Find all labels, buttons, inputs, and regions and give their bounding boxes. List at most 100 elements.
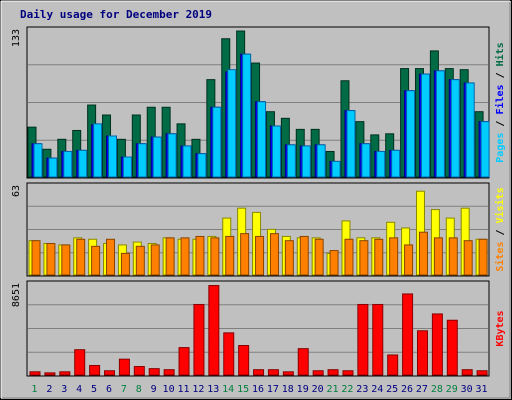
- bar-kbytes-15: [238, 344, 250, 376]
- x-tick-label-26: 26: [401, 384, 413, 395]
- bar-kbytes-2: [44, 372, 56, 376]
- bar-pages-28: [435, 70, 445, 178]
- x-tick-label-9: 9: [151, 384, 157, 395]
- bar-pages-25: [391, 149, 401, 178]
- x-tick-label-19: 19: [297, 384, 309, 395]
- bar-sites-22: [344, 238, 354, 276]
- bar-sites-19: [299, 235, 309, 276]
- bar-pages-8: [137, 143, 147, 178]
- y-max-label: 63: [11, 185, 22, 197]
- bar-kbytes-23: [357, 303, 369, 376]
- bar-sites-16: [255, 235, 265, 276]
- legend-separator: /: [495, 223, 506, 241]
- bar-pages-24: [376, 150, 386, 178]
- bar-kbytes-14: [223, 332, 235, 376]
- series-pages: [33, 53, 490, 178]
- bar-kbytes-8: [133, 366, 145, 376]
- bar-sites-20: [314, 238, 324, 276]
- x-tick-label-17: 17: [267, 384, 279, 395]
- chart-panels: 133 Pages / Files / Hits 63 Sites / Visits 8…: [11, 26, 506, 377]
- bar-pages-10: [167, 133, 177, 178]
- x-tick-label-28: 28: [431, 384, 443, 395]
- x-tick-label-1: 1: [31, 384, 37, 395]
- bar-sites-11: [180, 237, 190, 276]
- bar-kbytes-28: [431, 313, 443, 376]
- bar-pages-7: [122, 156, 132, 178]
- legend-item-sites: Sites: [494, 242, 506, 272]
- x-tick-label-5: 5: [91, 384, 97, 395]
- bar-sites-21: [329, 250, 339, 276]
- x-tick-label-16: 16: [252, 384, 264, 395]
- x-tick-label-10: 10: [163, 384, 175, 395]
- bar-kbytes-25: [387, 354, 399, 376]
- bar-pages-9: [152, 136, 162, 178]
- bar-kbytes-19: [297, 348, 309, 376]
- bar-sites-9: [150, 244, 160, 276]
- bar-sites-25: [389, 237, 399, 276]
- bar-kbytes-3: [59, 371, 71, 376]
- chart-title: Daily usage for December 2019: [20, 8, 212, 21]
- bar-sites-6: [106, 238, 116, 276]
- bar-pages-11: [182, 145, 192, 178]
- bar-pages-23: [361, 143, 371, 178]
- y-max-label: 8651: [11, 283, 22, 307]
- bar-sites-12: [195, 235, 205, 276]
- x-tick-label-13: 13: [207, 384, 219, 395]
- bar-kbytes-29: [446, 319, 458, 376]
- legend-item-pages: Pages: [495, 133, 506, 163]
- x-tick-label-25: 25: [386, 384, 398, 395]
- bar-pages-4: [78, 149, 88, 178]
- bar-sites-26: [404, 244, 414, 276]
- bar-sites-13: [210, 237, 220, 276]
- bar-sites-30: [463, 240, 473, 276]
- bar-pages-31: [480, 121, 490, 178]
- x-tick-label-15: 15: [237, 384, 249, 395]
- bar-pages-29: [450, 79, 460, 178]
- x-tick-label-18: 18: [282, 384, 294, 395]
- panel-top: 133 Pages / Files / Hits: [11, 26, 506, 179]
- bar-sites-27: [418, 231, 428, 276]
- x-tick-label-21: 21: [326, 384, 338, 395]
- panel-bottom: 8651 KBytes: [11, 280, 506, 377]
- legend-bottom: KBytes: [495, 310, 506, 346]
- bar-pages-14: [227, 69, 237, 178]
- x-tick-label-6: 6: [106, 384, 112, 395]
- bar-sites-4: [76, 238, 86, 276]
- bar-kbytes-12: [193, 303, 205, 376]
- bar-pages-26: [406, 90, 416, 178]
- legend-top: Pages / Files / Hits: [494, 42, 506, 162]
- bar-kbytes-30: [461, 369, 473, 376]
- x-tick-label-31: 31: [476, 384, 488, 395]
- x-axis-labels: 1 2 3 4 5 6 7 8 9 10 11 12 13 14 15 16 17 18 19 20 21 22 23 24 2…: [31, 384, 487, 395]
- bar-kbytes-24: [372, 303, 384, 376]
- bar-pages-27: [420, 73, 430, 178]
- bar-kbytes-16: [253, 369, 265, 376]
- bar-pages-20: [316, 144, 326, 178]
- bar-kbytes-22: [342, 370, 354, 376]
- legend-item-hits: Hits: [494, 42, 506, 66]
- bar-pages-21: [331, 160, 341, 178]
- legend-item-files: Files: [494, 84, 506, 114]
- bar-sites-28: [433, 237, 443, 276]
- bar-pages-15: [242, 53, 252, 178]
- panel-middle: 63 Sites / Visits: [11, 182, 506, 277]
- legend-middle: Sites / Visits: [494, 187, 506, 271]
- bar-kbytes-13: [208, 285, 220, 376]
- x-tick-label-27: 27: [416, 384, 428, 395]
- x-tick-label-8: 8: [136, 384, 142, 395]
- x-tick-label-12: 12: [192, 384, 204, 395]
- legend-item-visits: Visits: [494, 187, 506, 223]
- bar-pages-3: [63, 150, 73, 178]
- bar-kbytes-5: [89, 364, 101, 376]
- series-kbytes: [29, 285, 488, 376]
- bar-kbytes-10: [163, 369, 175, 376]
- bar-kbytes-20: [312, 370, 324, 376]
- bar-sites-17: [269, 233, 279, 276]
- bar-kbytes-11: [178, 347, 190, 376]
- bar-pages-2: [48, 157, 58, 178]
- bar-pages-18: [286, 144, 296, 178]
- bar-pages-17: [271, 125, 281, 178]
- bar-sites-14: [225, 235, 235, 276]
- x-tick-label-7: 7: [121, 384, 127, 395]
